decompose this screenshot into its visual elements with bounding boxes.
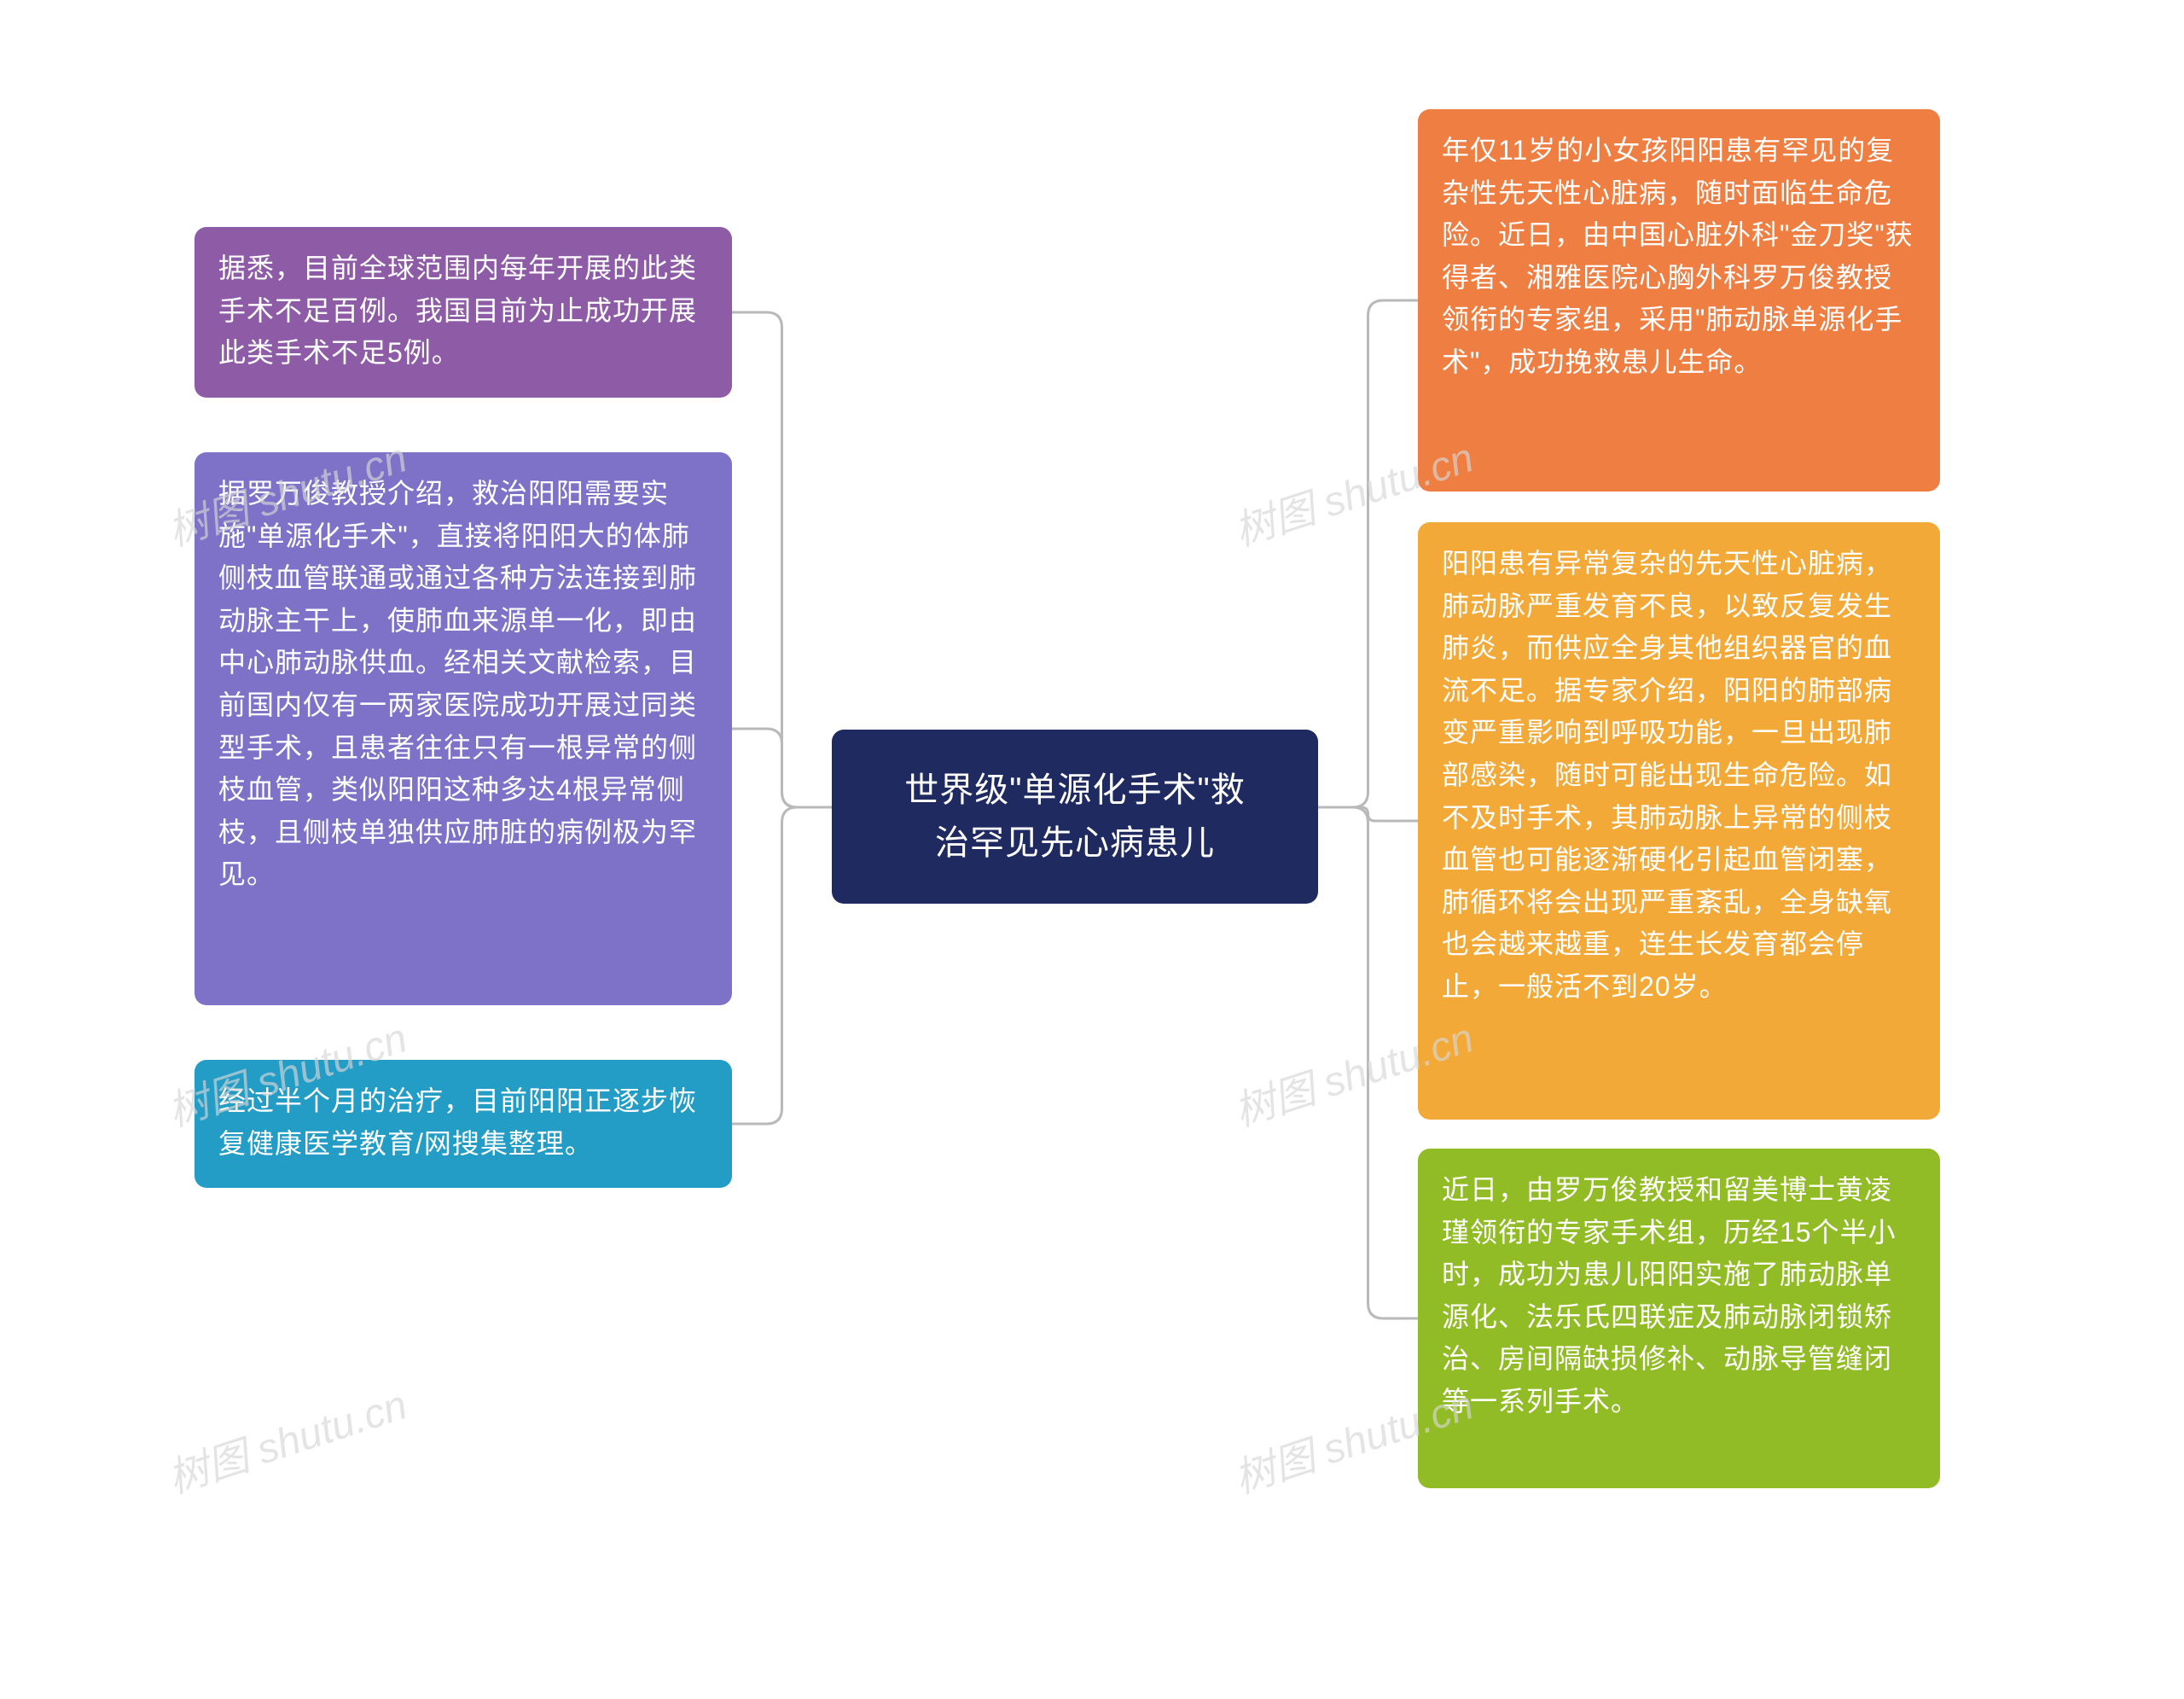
left-node-1[interactable]: 据罗万俊教授介绍，救治阳阳需要实施"单源化手术"，直接将阳阳大的体肺侧枝血管联通…	[195, 452, 732, 1005]
right-node-1[interactable]: 阳阳患有异常复杂的先天性心脏病，肺动脉严重发育不良，以致反复发生肺炎，而供应全身…	[1418, 522, 1940, 1120]
mindmap-canvas: 世界级"单源化手术"救治罕见先心病患儿 年仅11岁的小女孩阳阳患有罕见的复杂性先天…	[0, 0, 2184, 1699]
left-node-0[interactable]: 据悉，目前全球范围内每年开展的此类手术不足百例。我国目前为止成功开展此类手术不足…	[195, 227, 732, 398]
right-node-2[interactable]: 近日，由罗万俊教授和留美博士黄凌瑾领衔的专家手术组，历经15个半小时，成功为患儿…	[1418, 1149, 1940, 1488]
center-node[interactable]: 世界级"单源化手术"救治罕见先心病患儿	[832, 730, 1318, 904]
left-node-2[interactable]: 经过半个月的治疗，目前阳阳正逐步恢复健康医学教育/网搜集整理。	[195, 1060, 732, 1188]
right-node-0[interactable]: 年仅11岁的小女孩阳阳患有罕见的复杂性先天性心脏病，随时面临生命危险。近日，由中…	[1418, 109, 1940, 492]
